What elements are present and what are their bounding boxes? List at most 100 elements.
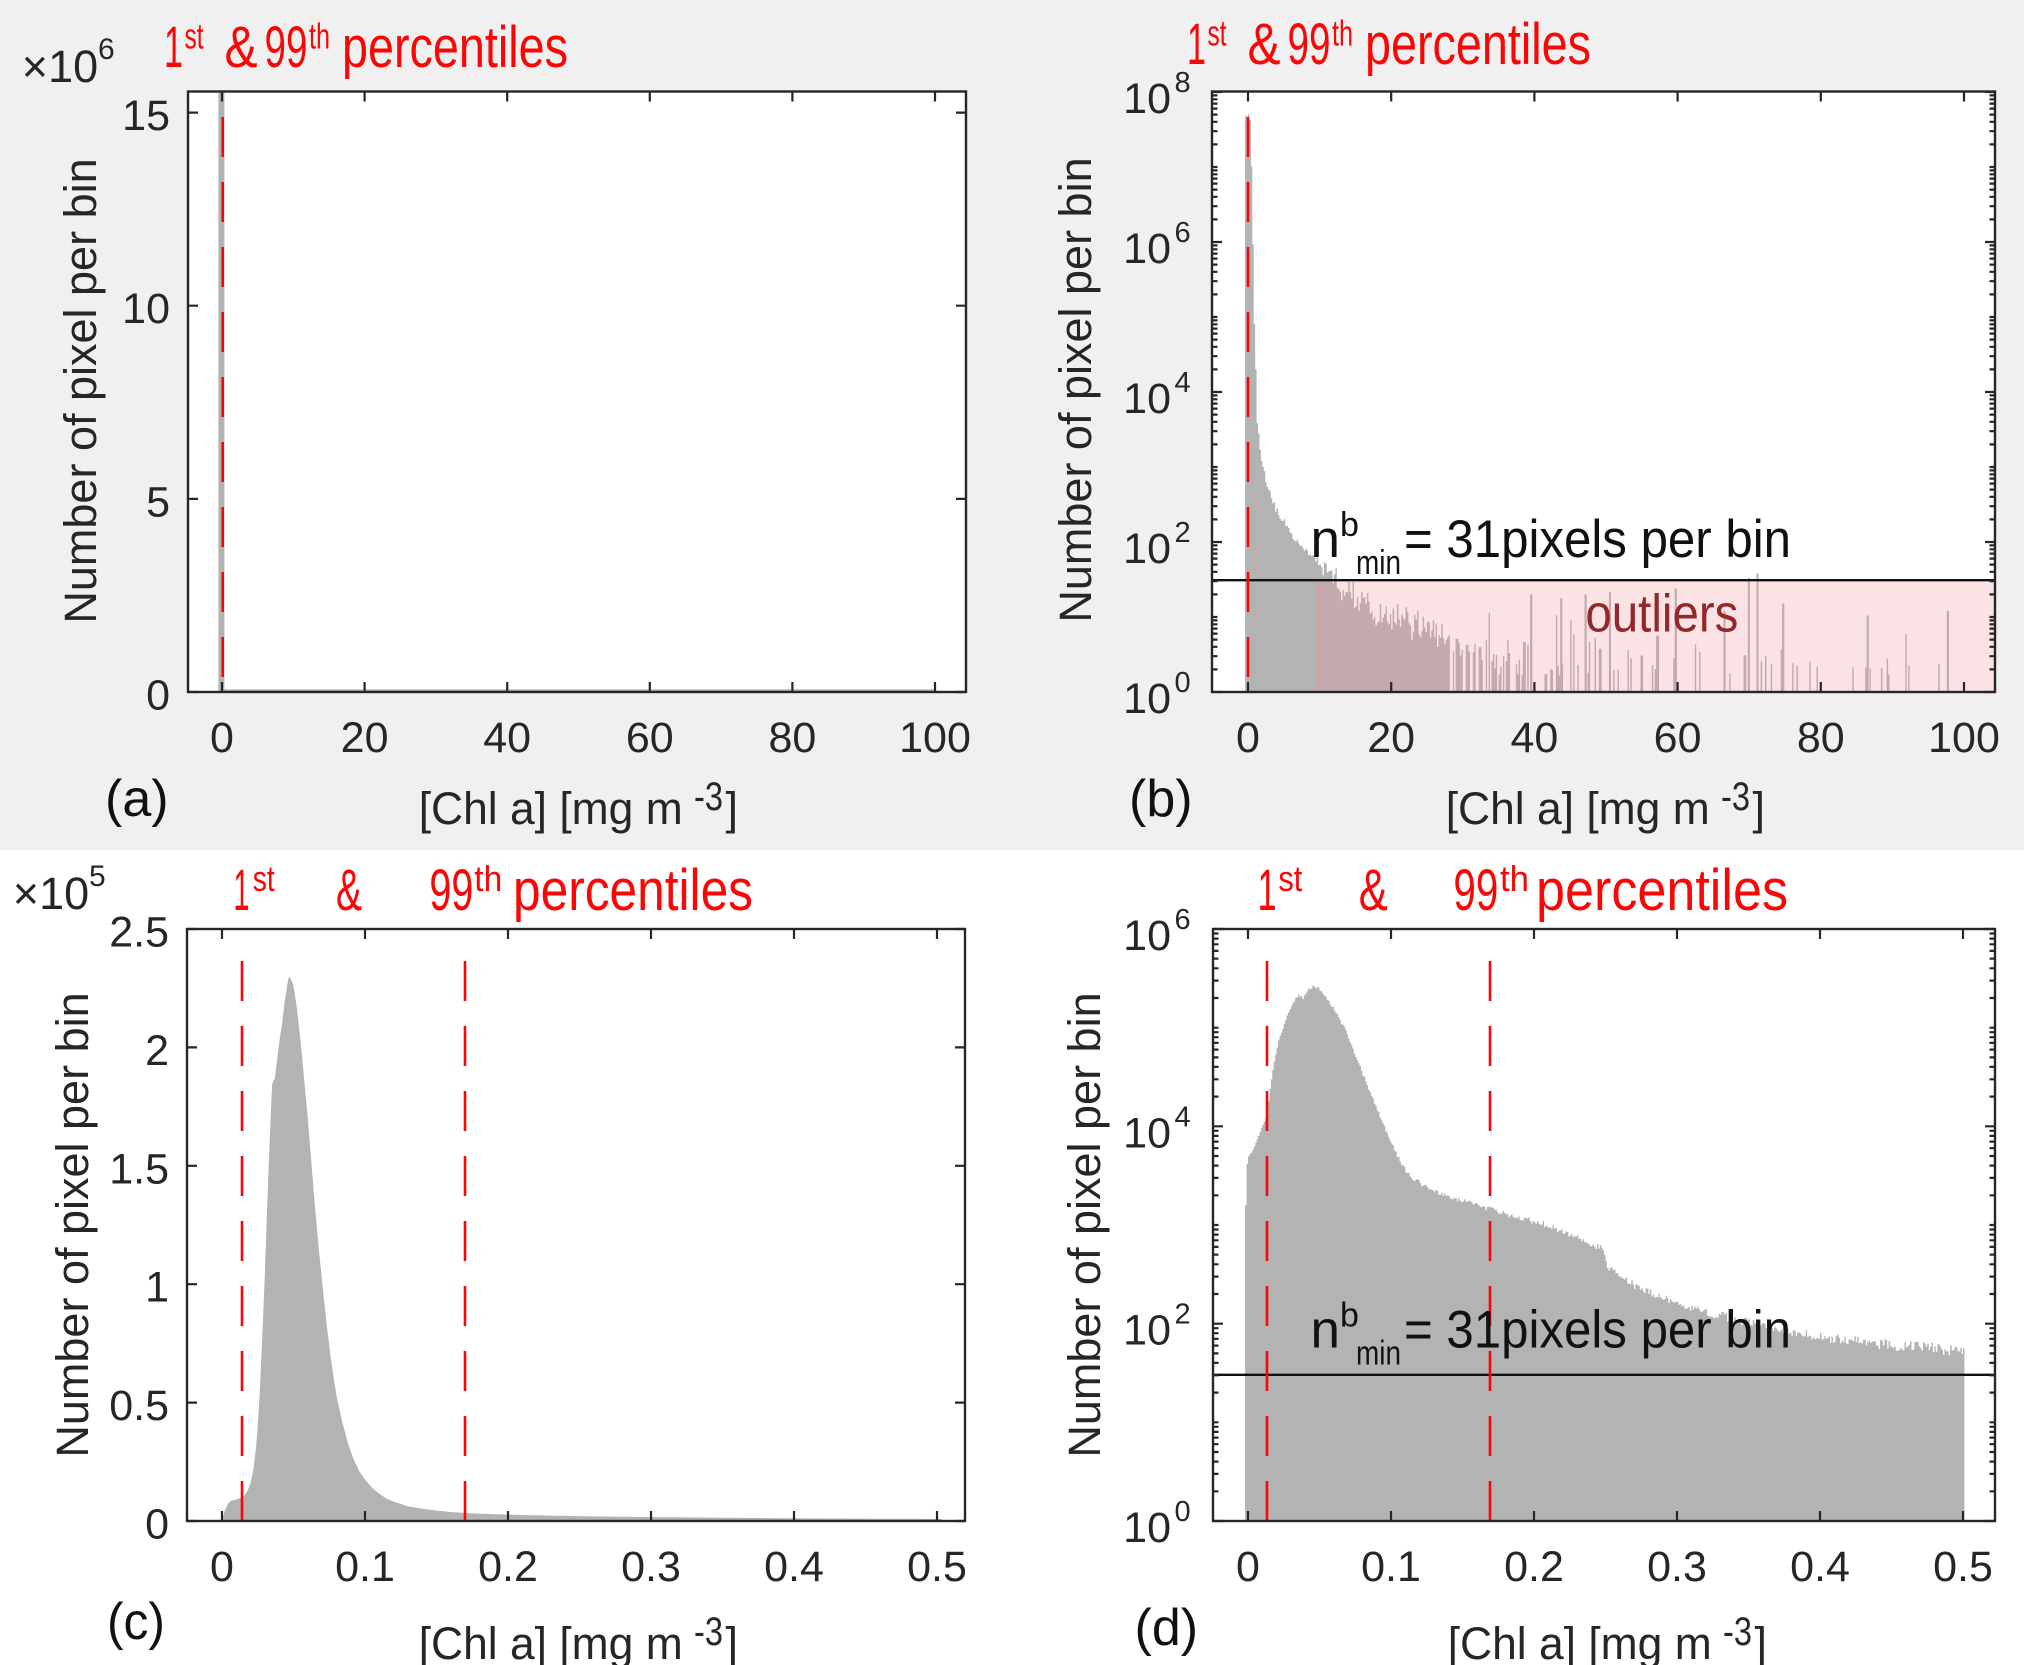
svg-text:20: 20 xyxy=(341,714,389,762)
svg-text:0.4: 0.4 xyxy=(1790,1543,1850,1591)
svg-text:th: th xyxy=(1332,13,1353,54)
svg-text:0: 0 xyxy=(1175,1496,1191,1528)
svg-text:(a): (a) xyxy=(105,770,169,828)
svg-text:[Chl a] [mg m: [Chl a] [mg m xyxy=(1448,1618,1712,1665)
svg-text:8: 8 xyxy=(1175,67,1191,99)
svg-text:99: 99 xyxy=(1288,12,1331,77)
svg-text:Number of pixel per bin: Number of pixel per bin xyxy=(47,992,98,1457)
svg-text:[Chl a] [mg m: [Chl a] [mg m xyxy=(419,783,683,834)
svg-text:0.5: 0.5 xyxy=(1933,1543,1993,1591)
svg-text:15: 15 xyxy=(122,92,170,140)
svg-text:n: n xyxy=(1311,1301,1340,1360)
svg-text:min: min xyxy=(1356,1335,1401,1373)
svg-text:st: st xyxy=(1208,13,1227,54)
svg-text:(d): (d) xyxy=(1135,1599,1199,1657)
svg-text:percentiles: percentiles xyxy=(1365,12,1591,77)
svg-text:10: 10 xyxy=(1123,912,1171,960)
svg-text:st: st xyxy=(1278,858,1302,899)
svg-text:th: th xyxy=(309,16,330,57)
svg-text:0.1: 0.1 xyxy=(1361,1543,1421,1591)
svg-text:(c): (c) xyxy=(107,1593,165,1651)
svg-text:outliers: outliers xyxy=(1585,584,1738,643)
svg-text:Number of pixel per bin: Number of pixel per bin xyxy=(1059,992,1110,1457)
svg-text:0: 0 xyxy=(210,714,234,762)
svg-text:percentiles: percentiles xyxy=(342,15,568,80)
svg-text:2: 2 xyxy=(1175,1299,1191,1331)
svg-text:]: ] xyxy=(1753,783,1766,834)
svg-text:(b): (b) xyxy=(1129,770,1193,828)
svg-text:10: 10 xyxy=(1123,375,1171,423)
svg-text:0.2: 0.2 xyxy=(1504,1543,1564,1591)
svg-text:[Chl a] [mg m: [Chl a] [mg m xyxy=(1446,783,1710,834)
svg-text:0.3: 0.3 xyxy=(621,1543,681,1591)
svg-text:0.1: 0.1 xyxy=(335,1543,395,1591)
svg-text:[Chl a] [mg m: [Chl a] [mg m xyxy=(419,1618,683,1665)
svg-text:40: 40 xyxy=(1510,714,1558,762)
svg-text:100: 100 xyxy=(1928,714,2000,762)
svg-text:10: 10 xyxy=(1123,525,1171,573)
svg-text:min: min xyxy=(1356,544,1401,582)
svg-text:0: 0 xyxy=(1236,1543,1260,1591)
svg-text:&: & xyxy=(1248,12,1281,77)
svg-text:6: 6 xyxy=(98,33,115,66)
svg-text:60: 60 xyxy=(626,714,674,762)
svg-text:0: 0 xyxy=(1175,667,1191,699)
svg-text:0.5: 0.5 xyxy=(907,1543,967,1591)
svg-text:0: 0 xyxy=(1236,714,1260,762)
svg-text:×10: ×10 xyxy=(22,41,98,92)
svg-text:&: & xyxy=(336,858,362,923)
svg-text:b: b xyxy=(1340,1297,1359,1335)
svg-text:th: th xyxy=(1500,858,1529,899)
svg-text:]: ] xyxy=(726,783,739,834)
svg-text:99: 99 xyxy=(1453,858,1498,923)
svg-text:6: 6 xyxy=(1175,217,1191,249)
svg-text:100: 100 xyxy=(899,714,971,762)
svg-text:10: 10 xyxy=(1123,1109,1171,1157)
svg-text:percentiles: percentiles xyxy=(1536,858,1788,923)
svg-text:×10: ×10 xyxy=(13,868,89,919)
svg-text:2: 2 xyxy=(145,1027,169,1075)
svg-text:10: 10 xyxy=(1123,75,1171,123)
svg-text:10: 10 xyxy=(122,285,170,333)
svg-text:0.5: 0.5 xyxy=(109,1382,169,1430)
svg-text:]: ] xyxy=(1755,1618,1768,1665)
svg-text:n: n xyxy=(1311,510,1340,569)
svg-text:&: & xyxy=(1359,858,1388,923)
svg-text:4: 4 xyxy=(1175,1101,1191,1133)
svg-text:0: 0 xyxy=(146,672,170,720)
svg-text:20: 20 xyxy=(1367,714,1415,762)
svg-text:th: th xyxy=(474,858,502,899)
svg-text:&: & xyxy=(225,15,258,80)
svg-text:b: b xyxy=(1340,506,1359,544)
svg-text:]: ] xyxy=(726,1618,739,1665)
svg-text:1: 1 xyxy=(1258,858,1277,923)
svg-text:99: 99 xyxy=(429,858,473,923)
svg-text:0.3: 0.3 xyxy=(1647,1543,1707,1591)
svg-text:5: 5 xyxy=(146,478,170,526)
svg-text:5: 5 xyxy=(89,860,106,893)
svg-text:-3: -3 xyxy=(694,1610,723,1654)
svg-text:-3: -3 xyxy=(694,775,723,819)
svg-text:= 31pixels per bin: = 31pixels per bin xyxy=(1404,1301,1791,1360)
svg-text:Number of pixel per bin: Number of pixel per bin xyxy=(1050,157,1101,622)
svg-text:1: 1 xyxy=(164,15,183,80)
svg-text:99: 99 xyxy=(265,15,308,80)
svg-text:40: 40 xyxy=(483,714,531,762)
svg-text:1: 1 xyxy=(234,858,250,923)
svg-text:percentiles: percentiles xyxy=(513,858,753,923)
svg-text:Number of pixel per bin: Number of pixel per bin xyxy=(55,158,106,623)
svg-text:2.5: 2.5 xyxy=(109,909,169,957)
svg-text:st: st xyxy=(185,16,204,57)
svg-text:80: 80 xyxy=(768,714,816,762)
svg-text:0: 0 xyxy=(145,1501,169,1549)
svg-text:0: 0 xyxy=(210,1543,234,1591)
svg-text:6: 6 xyxy=(1175,904,1191,936)
svg-text:10: 10 xyxy=(1123,1504,1171,1552)
svg-text:10: 10 xyxy=(1123,225,1171,273)
svg-text:1: 1 xyxy=(145,1264,169,1312)
svg-text:60: 60 xyxy=(1654,714,1702,762)
svg-text:st: st xyxy=(253,858,275,899)
svg-text:1.5: 1.5 xyxy=(109,1145,169,1193)
svg-text:80: 80 xyxy=(1797,714,1845,762)
svg-text:10: 10 xyxy=(1123,1307,1171,1355)
